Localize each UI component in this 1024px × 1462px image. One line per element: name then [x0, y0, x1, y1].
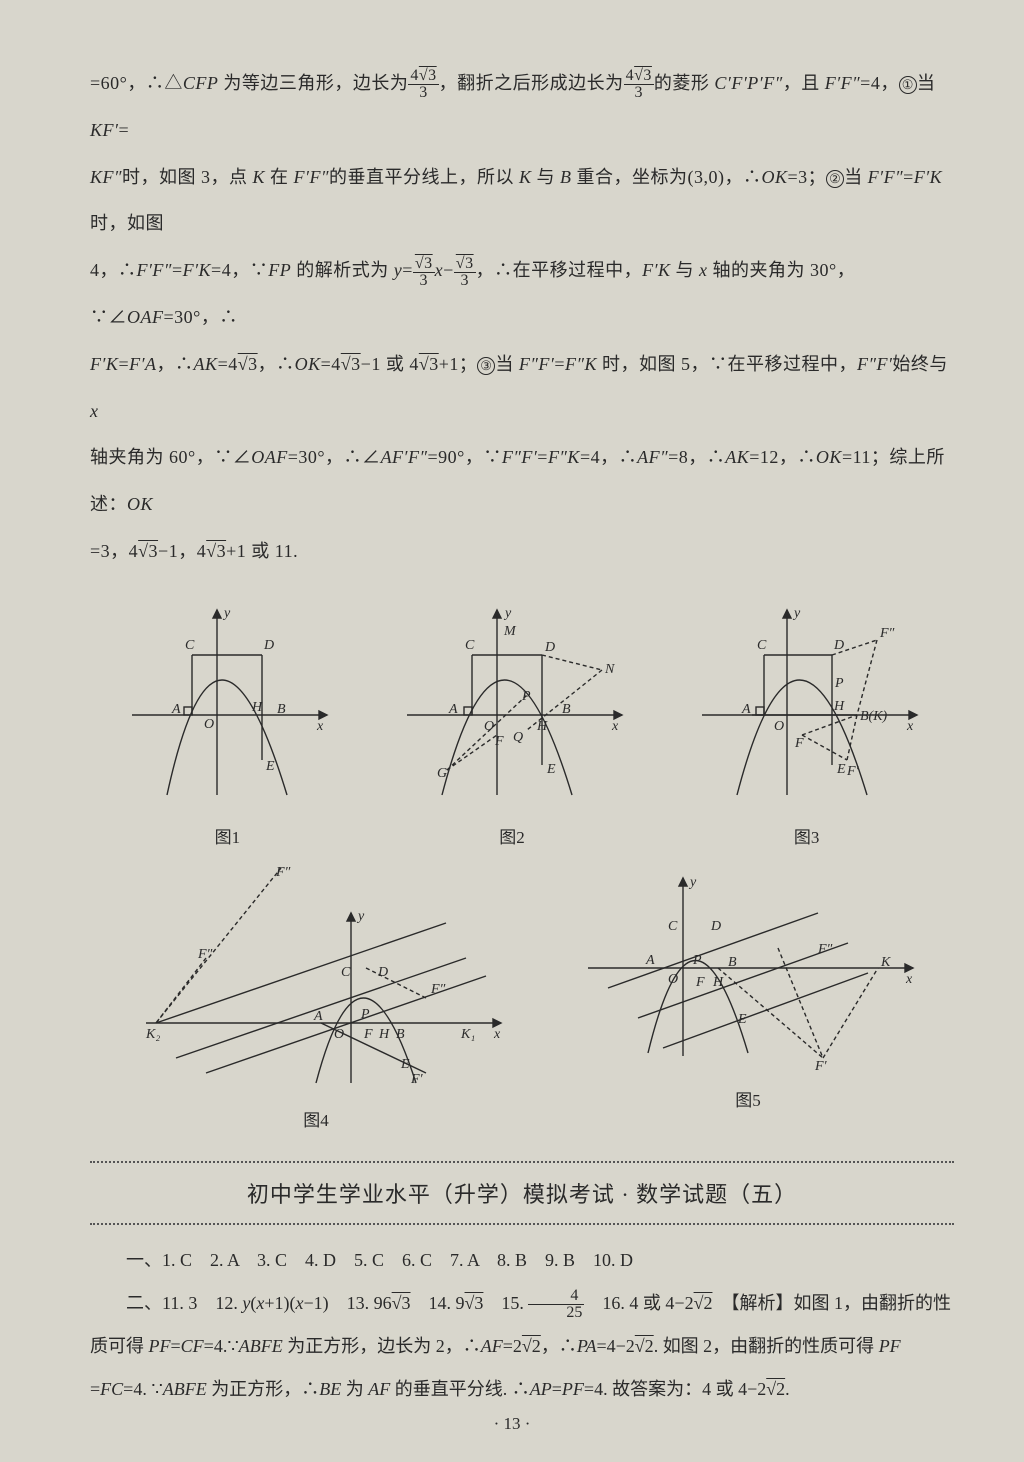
section-title: 初中学生学业水平（升学）模拟考试 · 数学试题（五） [90, 1177, 954, 1209]
svg-text:x: x [905, 972, 913, 987]
svg-text:O: O [204, 717, 214, 732]
svg-text:x: x [906, 719, 914, 734]
svg-text:A: A [171, 702, 181, 717]
svg-text:O: O [334, 1027, 344, 1042]
svg-text:E: E [836, 762, 846, 777]
answers-block: 一、1. C 2. A 3. C 4. D 5. C 6. C 7. A 8. … [90, 1239, 954, 1412]
figures-row-1: A B C D E H O x y 图1 [90, 595, 954, 848]
svg-text:A: A [313, 1009, 323, 1024]
figure-2: A B C D E H O M N P Q F G x y 图2 [387, 595, 637, 848]
svg-text:H: H [536, 719, 548, 734]
svg-text:P: P [692, 953, 702, 968]
svg-text:C: C [341, 965, 351, 980]
svg-text:F: F [363, 1027, 373, 1042]
svg-text:y: y [356, 909, 365, 924]
figure-5-label: 图5 [735, 1086, 761, 1111]
svg-text:H: H [712, 975, 724, 990]
multiple-choice-answers: 一、1. C 2. A 3. C 4. D 5. C 6. C 7. A 8. … [90, 1239, 954, 1282]
figure-2-label: 图2 [499, 823, 525, 848]
explanation-continued: 质可得 PF=CF=4.∵ABFE 为正方形，边长为 2，∴AF=2√2，∴PA… [90, 1325, 954, 1411]
svg-text:P: P [834, 676, 844, 691]
svg-text:x: x [493, 1027, 501, 1042]
svg-text:H: H [833, 699, 845, 714]
svg-text:F″: F″ [817, 942, 833, 957]
svg-text:y: y [688, 875, 697, 890]
svg-text:F′: F′ [814, 1059, 828, 1074]
svg-text:H: H [378, 1027, 390, 1042]
svg-text:C: C [668, 919, 678, 934]
svg-text:C: C [185, 638, 195, 653]
svg-text:Q: Q [513, 730, 523, 745]
svg-text:G: G [437, 766, 447, 781]
svg-text:F″: F″ [275, 865, 291, 880]
svg-text:F: F [494, 734, 504, 749]
svg-text:y: y [503, 606, 512, 621]
svg-text:H: H [251, 700, 263, 715]
figures-row-2: K₂ K₁ A O F H B P C D E F′ F″ F″ F″ x y … [90, 858, 954, 1131]
page-number: · 13 · [0, 1414, 1024, 1434]
svg-text:P: P [360, 1007, 370, 1022]
svg-text:C: C [757, 638, 767, 653]
svg-text:F′: F′ [846, 764, 860, 779]
figure-1-label: 图1 [215, 823, 241, 848]
svg-text:F: F [794, 736, 804, 751]
svg-text:A: A [645, 953, 655, 968]
svg-text:O: O [484, 719, 494, 734]
svg-text:F″: F″ [197, 947, 213, 962]
svg-text:P: P [521, 689, 531, 704]
svg-text:O: O [774, 719, 784, 734]
svg-text:y: y [792, 606, 801, 621]
svg-text:F″: F″ [430, 982, 446, 997]
svg-text:F′: F′ [410, 1072, 424, 1087]
divider-bottom [90, 1223, 954, 1225]
figure-4: K₂ K₁ A O F H B P C D E F′ F″ F″ F″ x y … [116, 858, 516, 1131]
figure-1: A B C D E H O x y 图1 [112, 595, 342, 848]
svg-text:D: D [710, 919, 721, 934]
svg-text:C: C [465, 638, 475, 653]
svg-text:B: B [396, 1027, 405, 1042]
svg-text:E: E [546, 762, 556, 777]
figure-3: A B(K) C D E H O P F F′ F″ x y 图3 [682, 595, 932, 848]
svg-text:B: B [562, 702, 571, 717]
svg-text:K: K [880, 955, 891, 970]
svg-text:y: y [222, 606, 231, 621]
svg-text:D: D [263, 638, 274, 653]
figure-3-label: 图3 [794, 823, 820, 848]
svg-text:D: D [377, 965, 388, 980]
svg-text:B: B [728, 955, 737, 970]
svg-text:N: N [604, 662, 615, 677]
svg-text:F″: F″ [879, 626, 895, 641]
svg-text:B: B [277, 702, 286, 717]
svg-text:D: D [833, 638, 844, 653]
svg-text:A: A [741, 702, 751, 717]
divider-top [90, 1161, 954, 1163]
svg-text:D: D [544, 640, 555, 655]
svg-text:A: A [448, 702, 458, 717]
svg-text:x: x [611, 719, 619, 734]
fill-blank-answers: 二、11. 3 12. y(x+1)(x−1) 13. 96√3 14. 9√3… [90, 1282, 954, 1325]
svg-text:B(K): B(K) [860, 709, 888, 724]
svg-text:F: F [695, 975, 705, 990]
svg-text:O: O [668, 972, 678, 987]
svg-text:x: x [316, 719, 324, 734]
figure-4-label: 图4 [303, 1106, 329, 1131]
svg-text:E: E [400, 1057, 410, 1072]
svg-text:M: M [503, 624, 517, 639]
svg-text:K₁: K₁ [460, 1027, 475, 1042]
svg-text:K₂: K₂ [145, 1027, 160, 1042]
solution-paragraph: =60°，∴△CFP 为等边三角形，边长为4√33，翻折之后形成边长为4√33的… [90, 60, 954, 575]
figure-5: A O F H B P C D E F′ F″ K x y 图5 [568, 858, 928, 1131]
svg-text:E: E [737, 1012, 747, 1027]
svg-text:E: E [265, 759, 275, 774]
